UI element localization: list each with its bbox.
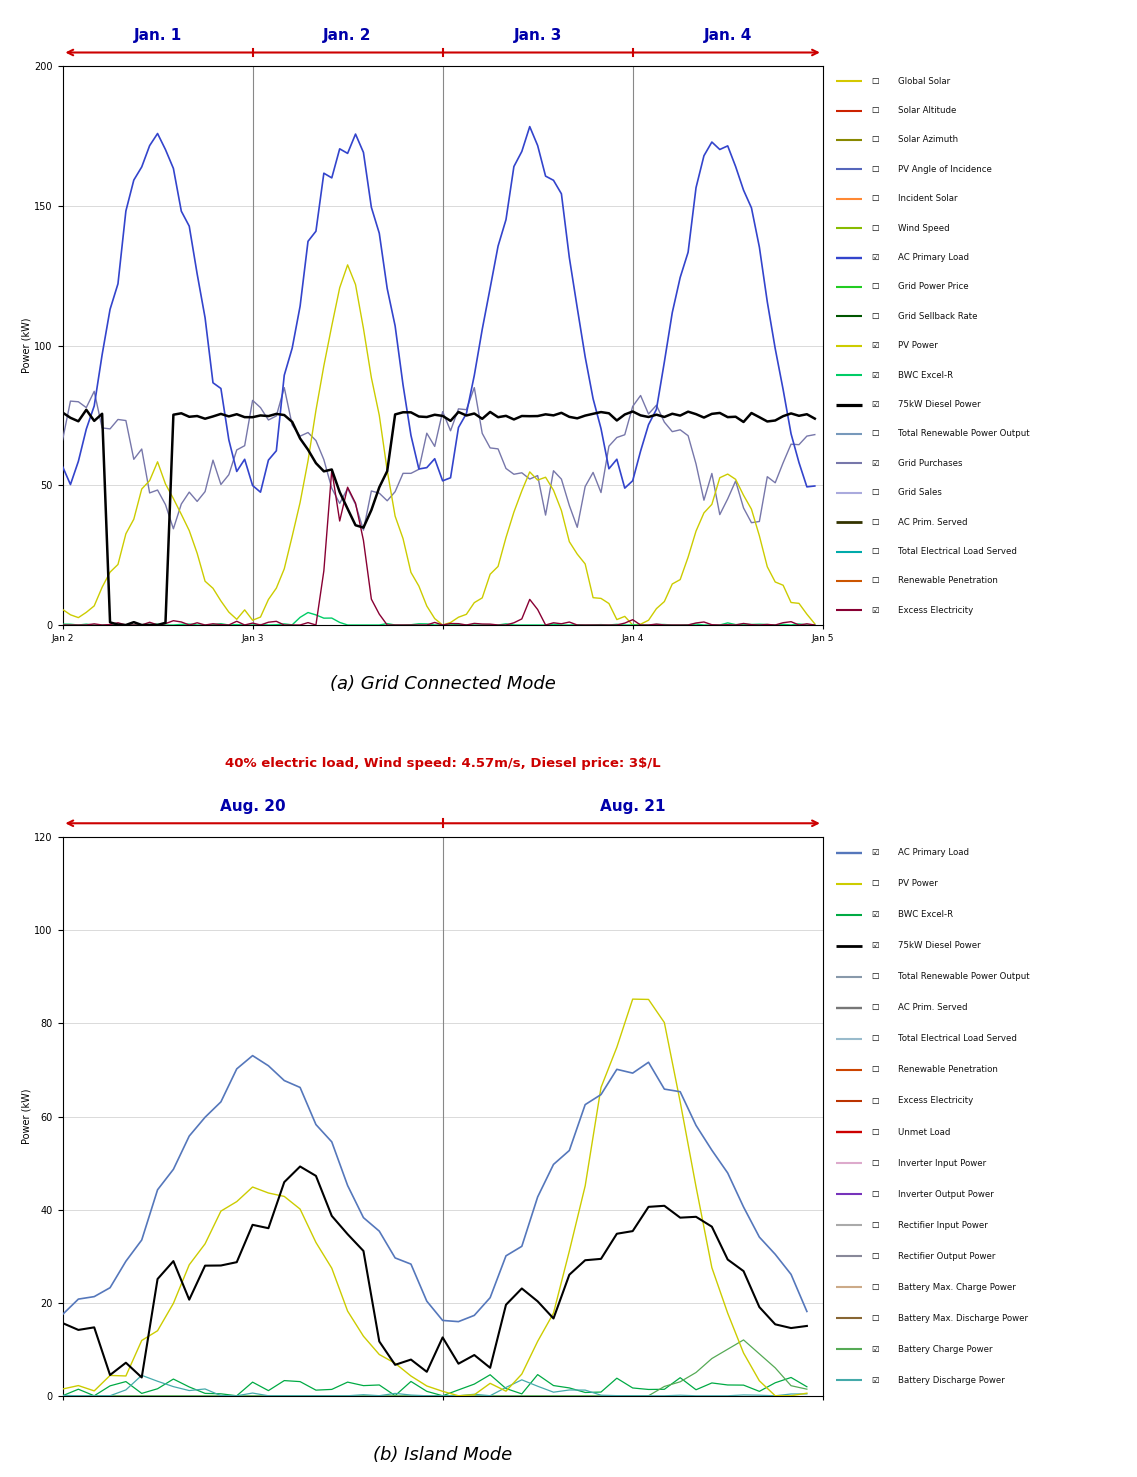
Text: ☐: ☐ <box>871 1158 879 1167</box>
Text: Battery Max. Charge Power: Battery Max. Charge Power <box>897 1282 1015 1292</box>
Text: (b) Island Mode: (b) Island Mode <box>373 1446 513 1464</box>
Text: BWC Excel-R: BWC Excel-R <box>897 910 953 919</box>
Text: Inverter Output Power: Inverter Output Power <box>897 1189 994 1198</box>
Y-axis label: Power (kW): Power (kW) <box>22 318 32 374</box>
Text: Grid Power Price: Grid Power Price <box>897 282 969 291</box>
Text: ☐: ☐ <box>871 1003 879 1012</box>
Text: Renewable Penetration: Renewable Penetration <box>897 576 997 585</box>
Text: Total Electrical Load Served: Total Electrical Load Served <box>897 546 1016 555</box>
Text: Grid Sales: Grid Sales <box>897 489 941 498</box>
Text: ☑: ☑ <box>871 1344 879 1354</box>
Text: Unmet Load: Unmet Load <box>897 1127 949 1136</box>
Text: ☑: ☑ <box>871 253 879 261</box>
Text: ☑: ☑ <box>871 848 879 857</box>
Text: ☑: ☑ <box>871 459 879 468</box>
Text: ☐: ☐ <box>871 165 879 174</box>
Text: Total Electrical Load Served: Total Electrical Load Served <box>897 1034 1016 1043</box>
Text: BWC Excel-R: BWC Excel-R <box>897 371 953 380</box>
Text: ☐: ☐ <box>871 312 879 321</box>
Text: Aug. 20: Aug. 20 <box>219 799 285 814</box>
Text: Renewable Penetration: Renewable Penetration <box>897 1065 997 1074</box>
Text: Total Renewable Power Output: Total Renewable Power Output <box>897 972 1029 981</box>
Text: ☐: ☐ <box>871 879 879 888</box>
Text: ☐: ☐ <box>871 1189 879 1198</box>
Text: Grid Purchases: Grid Purchases <box>897 459 962 468</box>
Text: Excess Electricity: Excess Electricity <box>897 1096 973 1105</box>
Text: Battery Discharge Power: Battery Discharge Power <box>897 1375 1004 1385</box>
Text: AC Prim. Served: AC Prim. Served <box>897 517 968 527</box>
Text: Solar Altitude: Solar Altitude <box>897 106 956 115</box>
Text: ☑: ☑ <box>871 400 879 409</box>
Text: AC Prim. Served: AC Prim. Served <box>897 1003 968 1012</box>
Text: Rectifier Input Power: Rectifier Input Power <box>897 1220 987 1230</box>
Text: Battery Max. Discharge Power: Battery Max. Discharge Power <box>897 1313 1028 1323</box>
Text: ☑: ☑ <box>871 941 879 950</box>
Text: ☐: ☐ <box>871 1313 879 1323</box>
Text: ☑: ☑ <box>871 606 879 614</box>
Text: ☐: ☐ <box>871 1251 879 1261</box>
Text: Jan. 3: Jan. 3 <box>514 28 562 43</box>
Y-axis label: Power (kW): Power (kW) <box>22 1089 32 1145</box>
Text: ☐: ☐ <box>871 546 879 555</box>
Text: AC Primary Load: AC Primary Load <box>897 848 969 857</box>
Text: ☑: ☑ <box>871 341 879 350</box>
Text: Jan. 4: Jan. 4 <box>704 28 752 43</box>
Text: Incident Solar: Incident Solar <box>897 195 957 204</box>
Text: (a) Grid Connected Mode: (a) Grid Connected Mode <box>330 675 556 693</box>
Text: Jan. 2: Jan. 2 <box>323 28 372 43</box>
Text: Jan. 1: Jan. 1 <box>133 28 182 43</box>
Text: Solar Azimuth: Solar Azimuth <box>897 136 957 145</box>
Text: ☐: ☐ <box>871 489 879 498</box>
Text: ☐: ☐ <box>871 576 879 585</box>
Text: ☐: ☐ <box>871 136 879 145</box>
Text: 75kW Diesel Power: 75kW Diesel Power <box>897 400 980 409</box>
Text: Aug. 21: Aug. 21 <box>600 799 665 814</box>
Text: Grid Sellback Rate: Grid Sellback Rate <box>897 312 977 321</box>
Text: ☐: ☐ <box>871 1127 879 1136</box>
Text: ☐: ☐ <box>871 1096 879 1105</box>
Text: ☐: ☐ <box>871 430 879 439</box>
Text: ☐: ☐ <box>871 223 879 233</box>
Text: ☐: ☐ <box>871 77 879 86</box>
Text: 40% electric load, Wind speed: 4.57m/s, Diesel price: 3$/L: 40% electric load, Wind speed: 4.57m/s, … <box>225 758 661 770</box>
Text: Rectifier Output Power: Rectifier Output Power <box>897 1251 995 1261</box>
Text: ☐: ☐ <box>871 972 879 981</box>
Text: Inverter Input Power: Inverter Input Power <box>897 1158 986 1167</box>
Text: ☐: ☐ <box>871 106 879 115</box>
Text: ☐: ☐ <box>871 1034 879 1043</box>
Text: ☐: ☐ <box>871 1065 879 1074</box>
Text: Battery Charge Power: Battery Charge Power <box>897 1344 993 1354</box>
Text: ☑: ☑ <box>871 1375 879 1385</box>
Text: Total Renewable Power Output: Total Renewable Power Output <box>897 430 1029 439</box>
Text: ☐: ☐ <box>871 517 879 527</box>
Text: PV Power: PV Power <box>897 879 937 888</box>
Text: Wind Speed: Wind Speed <box>897 223 949 233</box>
Text: PV Angle of Incidence: PV Angle of Incidence <box>897 165 991 174</box>
Text: Global Solar: Global Solar <box>897 77 949 86</box>
Text: ☑: ☑ <box>871 371 879 380</box>
Text: PV Power: PV Power <box>897 341 937 350</box>
Text: 75kW Diesel Power: 75kW Diesel Power <box>897 941 980 950</box>
Text: Excess Electricity: Excess Electricity <box>897 606 973 614</box>
Text: ☑: ☑ <box>871 910 879 919</box>
Text: ☐: ☐ <box>871 282 879 291</box>
Text: AC Primary Load: AC Primary Load <box>897 253 969 261</box>
Text: ☐: ☐ <box>871 195 879 204</box>
Text: ☐: ☐ <box>871 1282 879 1292</box>
Text: ☐: ☐ <box>871 1220 879 1230</box>
